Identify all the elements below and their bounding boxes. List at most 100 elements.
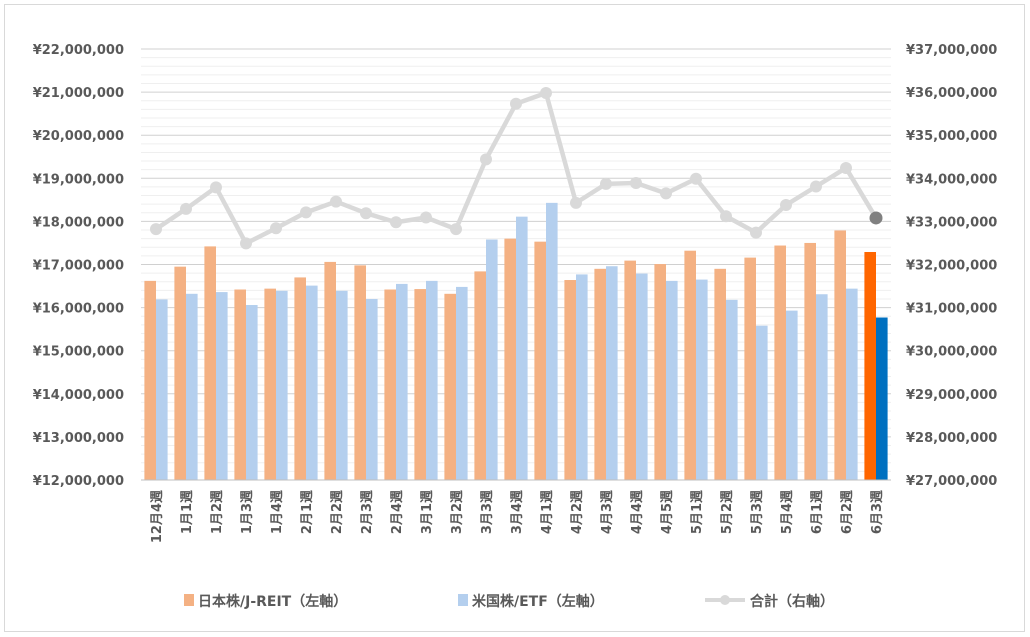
legend: 日本株/J-REIT（左軸） 米国株/ETF（左軸） 合計（右軸） — [184, 593, 834, 610]
right-axis-tick-label: ¥33,000,000 — [906, 215, 997, 230]
bar-series — [144, 202, 888, 480]
bar-japan-stocks-19 — [684, 250, 696, 480]
total-point-6 — [300, 206, 312, 219]
bar-japan-stocks-22 — [774, 245, 786, 480]
bar-us-stocks-13 — [516, 216, 528, 480]
bar-japan-stocks-16 — [594, 268, 606, 480]
bar-us-stocks-14 — [546, 202, 558, 480]
left-axis-tick-label: ¥15,000,000 — [33, 345, 124, 360]
bar-japan-stocks-4 — [234, 289, 246, 480]
bar-japan-stocks-25 — [864, 252, 876, 480]
category-label: 1月4週 — [270, 490, 285, 534]
category-label: 6月2週 — [840, 490, 855, 534]
bar-us-stocks-11 — [456, 286, 468, 480]
bar-japan-stocks-9 — [384, 289, 396, 480]
bar-us-stocks-1 — [156, 299, 168, 480]
bar-us-stocks-24 — [846, 288, 858, 480]
category-label: 4月1週 — [540, 490, 555, 534]
left-axis-tick-label: ¥18,000,000 — [33, 215, 124, 230]
bar-us-stocks-16 — [606, 266, 618, 480]
total-point-25 — [869, 211, 883, 225]
total-point-22 — [780, 199, 792, 212]
category-label: 5月1週 — [690, 490, 705, 534]
left-axis-tick-label: ¥16,000,000 — [33, 302, 124, 317]
total-point-19 — [690, 172, 702, 185]
right-axis-tick-label: ¥27,000,000 — [906, 474, 997, 489]
total-point-12 — [480, 153, 492, 166]
left-axis-tick-label: ¥21,000,000 — [33, 86, 124, 101]
total-point-10 — [420, 211, 432, 224]
category-label: 1月3週 — [240, 490, 255, 534]
category-label: 4月5週 — [660, 490, 675, 534]
bar-us-stocks-22 — [786, 310, 798, 480]
bar-us-stocks-25 — [876, 317, 888, 480]
category-label: 4月2週 — [570, 490, 585, 534]
total-point-9 — [390, 216, 402, 229]
bar-us-stocks-9 — [396, 283, 408, 480]
total-point-4 — [240, 237, 252, 250]
left-axis-ticks: ¥12,000,000 ¥13,000,000 ¥14,000,000 ¥15,000… — [33, 43, 124, 489]
bar-japan-stocks-24 — [834, 230, 846, 480]
bar-us-stocks-18 — [666, 280, 678, 480]
category-label: 5月2週 — [720, 490, 735, 534]
legend-marker-total — [720, 595, 730, 605]
category-label: 2月4週 — [390, 490, 405, 534]
right-axis-tick-label: ¥30,000,000 — [906, 345, 997, 360]
bar-japan-stocks-8 — [354, 265, 366, 480]
bar-japan-stocks-1 — [144, 280, 156, 480]
right-axis-ticks: ¥27,000,000 ¥28,000,000 ¥29,000,000 ¥30,000… — [906, 43, 997, 489]
bar-japan-stocks-3 — [204, 246, 216, 480]
total-point-13 — [510, 97, 522, 110]
bar-japan-stocks-7 — [324, 261, 336, 480]
bar-us-stocks-21 — [756, 325, 768, 480]
total-point-14 — [540, 86, 552, 99]
bar-japan-stocks-20 — [714, 268, 726, 480]
total-point-7 — [330, 195, 342, 208]
bar-us-stocks-10 — [426, 280, 438, 480]
bar-japan-stocks-21 — [744, 257, 756, 480]
legend-label-us-stocks: 米国株/ETF（左軸） — [472, 593, 604, 610]
category-label: 5月4週 — [780, 490, 795, 534]
category-label: 1月2週 — [210, 490, 225, 534]
line-series — [141, 86, 891, 481]
legend-swatch-japan-stocks — [184, 594, 194, 606]
bar-us-stocks-20 — [726, 299, 738, 480]
total-point-24 — [840, 161, 852, 174]
bar-japan-stocks-15 — [564, 280, 576, 480]
category-label: 6月1週 — [810, 490, 825, 534]
bar-japan-stocks-6 — [294, 277, 306, 480]
left-axis-tick-label: ¥20,000,000 — [33, 129, 124, 144]
bar-us-stocks-15 — [576, 274, 588, 480]
total-point-11 — [450, 223, 462, 236]
bar-japan-stocks-12 — [474, 271, 486, 480]
bar-japan-stocks-23 — [804, 242, 816, 480]
total-point-17 — [630, 177, 642, 190]
bar-japan-stocks-13 — [504, 238, 516, 480]
bar-japan-stocks-11 — [444, 293, 456, 480]
right-axis-tick-label: ¥35,000,000 — [906, 129, 997, 144]
right-axis-tick-label: ¥28,000,000 — [906, 431, 997, 446]
left-axis-tick-label: ¥22,000,000 — [33, 43, 124, 58]
bar-us-stocks-7 — [336, 290, 348, 480]
total-point-16 — [600, 177, 612, 190]
category-label: 3月1週 — [420, 490, 435, 534]
bar-us-stocks-19 — [696, 279, 708, 480]
bar-us-stocks-5 — [276, 290, 288, 480]
total-point-3 — [210, 181, 222, 194]
category-label: 12月4週 — [150, 490, 165, 543]
total-point-2 — [180, 202, 192, 215]
category-label: 5月3週 — [750, 490, 765, 534]
bar-us-stocks-8 — [366, 298, 378, 480]
bar-us-stocks-3 — [216, 292, 228, 480]
left-axis-tick-label: ¥19,000,000 — [33, 172, 124, 187]
total-point-21 — [750, 226, 762, 239]
category-label: 4月4週 — [630, 490, 645, 534]
bar-japan-stocks-5 — [264, 288, 276, 480]
category-label: 2月3週 — [360, 490, 375, 534]
bar-us-stocks-6 — [306, 285, 318, 480]
total-point-15 — [570, 196, 582, 209]
total-point-20 — [720, 210, 732, 223]
bar-japan-stocks-2 — [174, 266, 186, 480]
bar-us-stocks-4 — [246, 305, 258, 480]
right-axis-tick-label: ¥34,000,000 — [906, 172, 997, 187]
